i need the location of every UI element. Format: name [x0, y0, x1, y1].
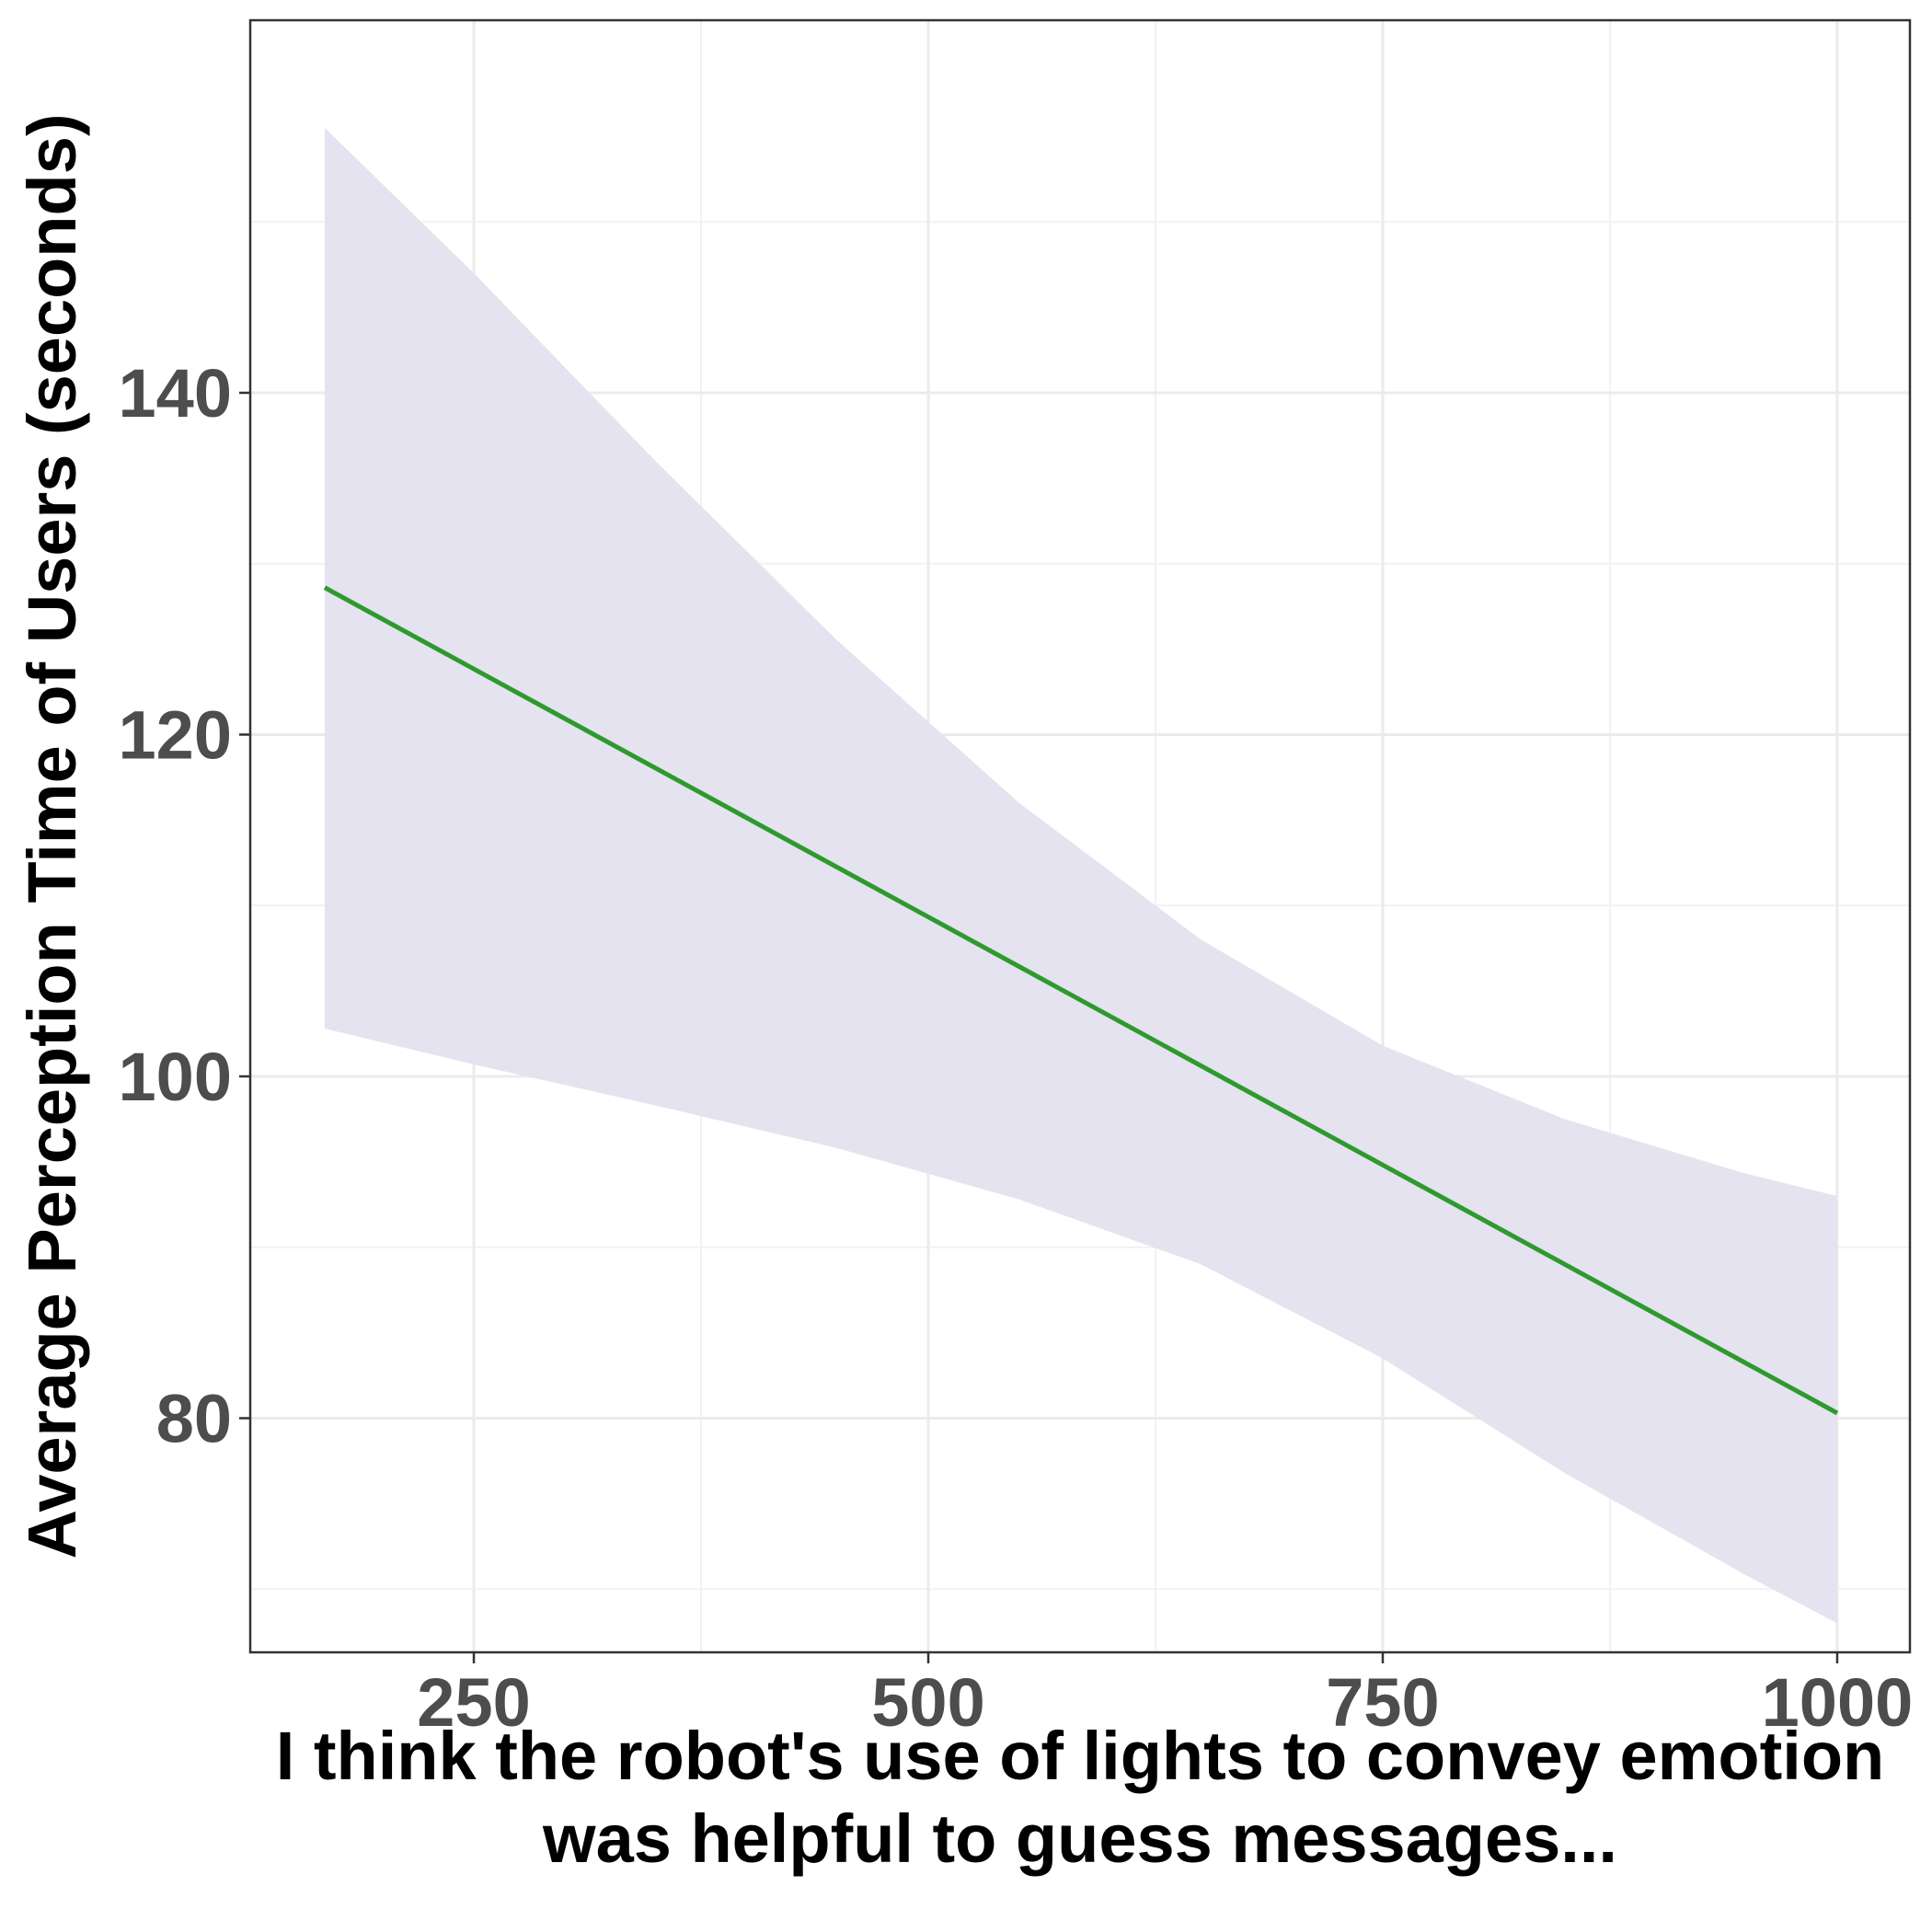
y-axis-ticks: 80 100 120 140: [119, 355, 250, 1457]
confidence-band-layer: [325, 128, 1837, 1624]
fit-line-layer: [323, 585, 1839, 1416]
x-tick-label: 1000: [1762, 1664, 1914, 1741]
y-tick-label: 80: [156, 1381, 232, 1457]
fit-line: [323, 585, 1839, 1416]
y-tick-label: 140: [119, 355, 232, 431]
x-axis-title-line: I think the robot's use of lights to con…: [276, 1718, 1884, 1794]
y-tick-label: 120: [119, 696, 232, 773]
x-axis-title: I think the robot's use of lights to con…: [276, 1718, 1884, 1877]
x-tick-label: 250: [417, 1664, 530, 1741]
x-axis-ticks: 250 500 750 1000: [417, 1652, 1913, 1741]
x-tick-label: 500: [871, 1664, 984, 1741]
plot-border: [248, 18, 1912, 1654]
y-tick-label: 100: [119, 1039, 232, 1115]
confidence-band: [325, 128, 1837, 1624]
x-axis-title-line: was helpful to guess messages...: [542, 1800, 1617, 1877]
x-tick-label: 750: [1326, 1664, 1439, 1741]
y-axis-title: Average Perception Time of Users (second…: [14, 114, 90, 1559]
